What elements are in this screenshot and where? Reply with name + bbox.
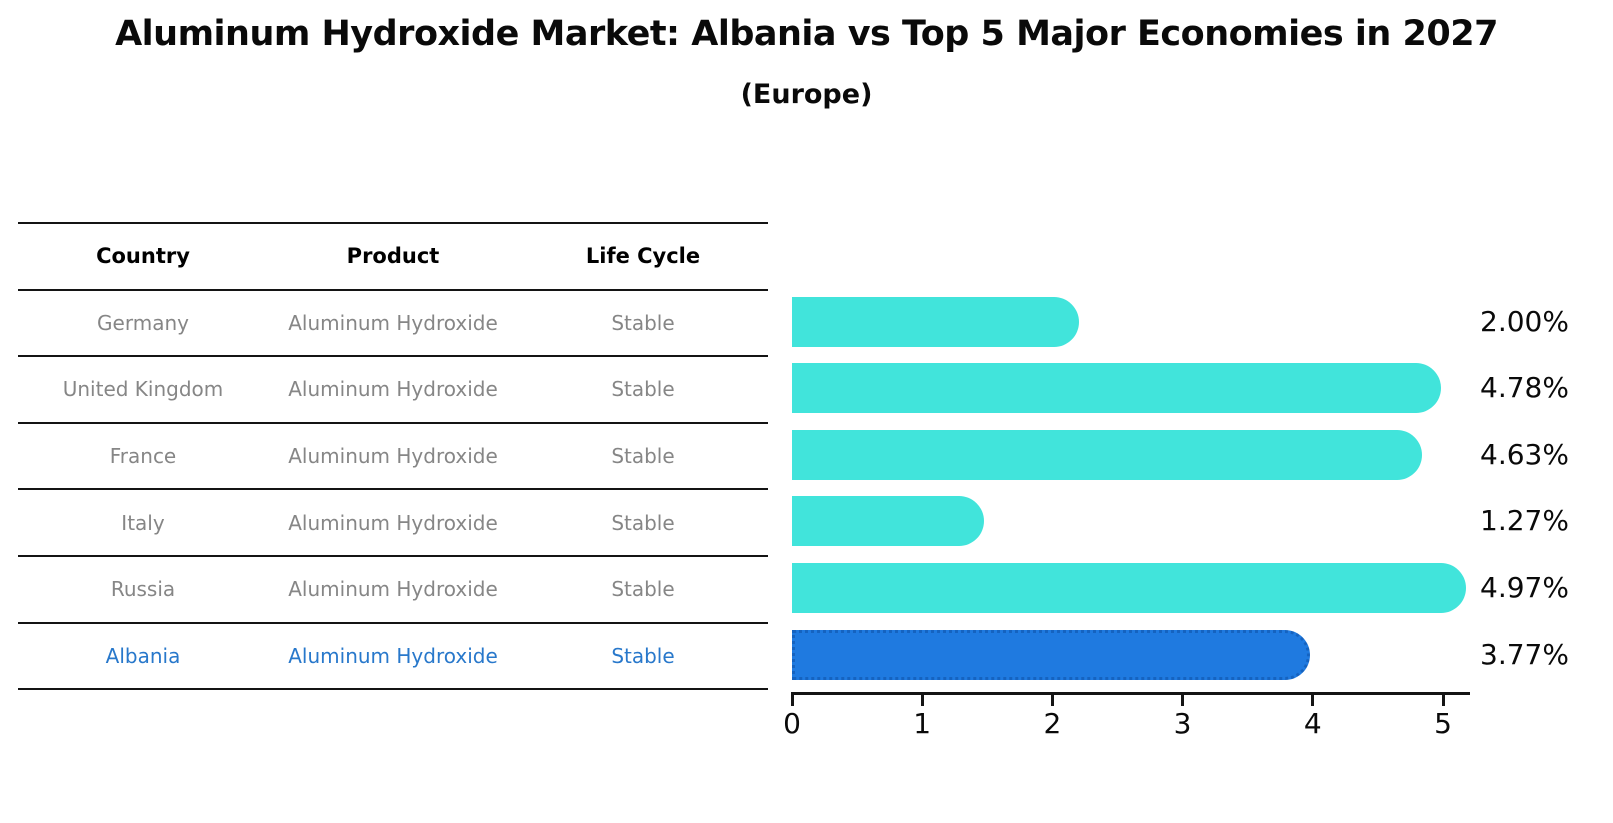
bar bbox=[792, 429, 1422, 480]
country-cell: Albania bbox=[105, 643, 181, 668]
life-cycle-cell: Stable bbox=[611, 510, 675, 535]
value-label: 3.77% bbox=[1480, 637, 1569, 671]
product-cell: Aluminum Hydroxide bbox=[288, 510, 498, 535]
life-cycle-cell: Stable bbox=[611, 444, 675, 469]
value-label: 2.00% bbox=[1480, 304, 1569, 338]
x-tick-label: 3 bbox=[1173, 707, 1192, 740]
table-header-row: Country Product Life Cycle bbox=[18, 222, 768, 289]
bar bbox=[792, 562, 1466, 613]
product-cell: Aluminum Hydroxide bbox=[288, 444, 498, 469]
x-tick-label: 0 bbox=[783, 707, 801, 740]
country-cell: Italy bbox=[121, 510, 165, 535]
country-cell: United Kingdom bbox=[62, 377, 224, 402]
life-cycle-cell: Stable bbox=[611, 643, 675, 668]
country-table: Country Product Life Cycle Germany Alumi… bbox=[18, 222, 768, 691]
bar bbox=[792, 363, 1441, 414]
x-axis-line bbox=[791, 692, 1470, 695]
table-header-life-cycle: Life Cycle bbox=[585, 244, 701, 269]
table-row: Russia Aluminum Hydroxide Stable bbox=[18, 554, 768, 622]
chart-title: Aluminum Hydroxide Market: Albania vs To… bbox=[115, 14, 1498, 54]
table-header-product: Product bbox=[346, 244, 440, 269]
x-tick bbox=[1311, 695, 1315, 706]
bar bbox=[792, 296, 1079, 347]
x-tick bbox=[1181, 695, 1185, 706]
value-label: 1.27% bbox=[1480, 504, 1569, 538]
product-cell: Aluminum Hydroxide bbox=[288, 577, 498, 602]
x-tick-label: 4 bbox=[1303, 707, 1322, 740]
product-cell: Aluminum Hydroxide bbox=[288, 310, 498, 335]
country-cell: Germany bbox=[97, 310, 189, 335]
bar bbox=[792, 496, 984, 547]
country-cell: Russia bbox=[110, 577, 176, 602]
life-cycle-cell: Stable bbox=[611, 377, 675, 402]
table-row: Albania Aluminum Hydroxide Stable bbox=[18, 621, 768, 691]
x-tick bbox=[920, 695, 924, 706]
x-tick bbox=[1441, 695, 1445, 706]
x-tick bbox=[790, 695, 794, 706]
value-label: 4.78% bbox=[1480, 371, 1569, 405]
value-label: 4.63% bbox=[1480, 437, 1569, 471]
table-row: Italy Aluminum Hydroxide Stable bbox=[18, 488, 768, 555]
product-cell: Aluminum Hydroxide bbox=[288, 643, 498, 668]
x-tick bbox=[1050, 695, 1054, 706]
x-tick-label: 1 bbox=[913, 707, 932, 740]
table-row: France Aluminum Hydroxide Stable bbox=[18, 421, 768, 489]
value-label: 4.97% bbox=[1480, 570, 1569, 604]
country-cell: France bbox=[109, 444, 177, 469]
table-row: Germany Aluminum Hydroxide Stable bbox=[18, 288, 768, 356]
table-row: United Kingdom Aluminum Hydroxide Stable bbox=[18, 355, 768, 422]
product-cell: Aluminum Hydroxide bbox=[288, 377, 498, 402]
life-cycle-cell: Stable bbox=[611, 577, 675, 602]
x-tick-label: 5 bbox=[1434, 707, 1452, 740]
bar bbox=[792, 629, 1310, 680]
chart-subtitle: (Europe) bbox=[740, 79, 873, 110]
life-cycle-cell: Stable bbox=[611, 310, 675, 335]
table-header-country: Country bbox=[96, 244, 190, 269]
x-tick-label: 2 bbox=[1043, 707, 1062, 740]
